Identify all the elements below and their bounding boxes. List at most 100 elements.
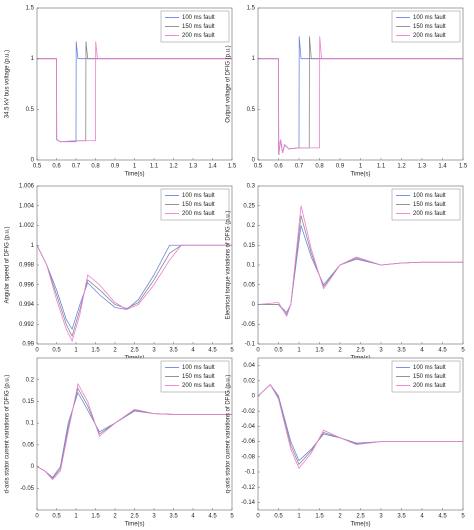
- x-tick-label: 4.5: [438, 348, 447, 354]
- x-tick-label: 4.5: [438, 514, 447, 520]
- legend-label: 100 ms fault: [182, 365, 215, 371]
- x-tick-label: 1: [297, 514, 301, 520]
- x-tick-label: 2.5: [130, 348, 139, 354]
- y-tick-label: 1: [31, 243, 35, 249]
- x-tick-label: 1.5: [91, 514, 100, 520]
- legend-label: 200 ms fault: [413, 33, 446, 39]
- y-tick-label: 0: [252, 158, 256, 164]
- x-tick-label: 0.5: [274, 514, 283, 520]
- x-tick-label: 0.5: [52, 514, 61, 520]
- y-tick-label: -0.12: [241, 485, 255, 491]
- legend-label: 200 ms fault: [182, 33, 215, 39]
- y-axis-label: d-axis stator current variations of DFIG…: [5, 375, 11, 494]
- x-tick-label: 0.9: [111, 164, 120, 170]
- y-tick-label: -0.06: [241, 439, 255, 445]
- legend: 100 ms fault 150 ms fault 200 ms fault: [391, 360, 461, 393]
- x-tick-label: 1: [74, 348, 78, 354]
- x-tick-label: 0.5: [254, 164, 263, 170]
- y-tick-label: 0.15: [243, 243, 255, 249]
- legend-label: 200 ms fault: [413, 383, 446, 389]
- x-tick-label: 2: [113, 514, 117, 520]
- legend: 100 ms fault 150 ms fault 200 ms fault: [160, 188, 230, 221]
- y-tick-label: 0.25: [243, 203, 255, 209]
- x-tick-label: 1: [297, 348, 301, 354]
- legend-label: 150 ms fault: [182, 24, 215, 30]
- x-tick-label: 4: [420, 348, 424, 354]
- y-axis-label: Angular speed of DFIG (p.u.): [5, 226, 11, 303]
- y-tick-label: 1.002: [19, 223, 35, 229]
- legend-label: 150 ms fault: [413, 24, 446, 30]
- y-tick-label: 0.992: [19, 322, 35, 328]
- y-axis-label: 34.5 kV bus voltage (p.u.): [5, 50, 11, 118]
- legend-label: 200 ms fault: [182, 383, 215, 389]
- x-tick-label: 1.2: [169, 164, 178, 170]
- y-tick-label: -0.04: [241, 424, 255, 430]
- x-tick-label: 4: [191, 348, 195, 354]
- x-tick-label: 2.5: [356, 348, 365, 354]
- y-tick-label: 0.994: [19, 302, 35, 308]
- x-tick-label: 0.7: [72, 164, 81, 170]
- legend: 100 ms fault 150 ms fault 200 ms fault: [160, 10, 230, 43]
- x-tick-label: 2: [113, 348, 117, 354]
- y-tick-label: 0.05: [22, 442, 34, 448]
- chart: 0.5 0.6 0.7 0.8 0.9 1 1.1 1.2 1.3 1.4 1.500.511.5T…: [226, 6, 468, 178]
- y-tick-label: 0.99: [22, 342, 34, 348]
- legend: 100 ms fault 150 ms fault 200 ms fault: [391, 10, 461, 43]
- x-tick-label: 2: [338, 514, 342, 520]
- y-tick-label: -0.02: [241, 409, 255, 415]
- legend-label: 150 ms fault: [413, 374, 446, 380]
- x-tick-label: 4: [420, 514, 424, 520]
- y-tick-label: 0.5: [247, 107, 256, 113]
- series-line: [36, 382, 232, 481]
- x-tick-label: 5: [461, 514, 465, 520]
- x-tick-label: 2: [338, 348, 342, 354]
- x-tick-label: 0.5: [52, 348, 61, 354]
- y-tick-label: -0.1: [245, 342, 256, 348]
- y-tick-label: 0.3: [247, 184, 256, 190]
- y-tick-label: 1: [252, 56, 256, 62]
- y-tick-label: -0.14: [241, 500, 255, 506]
- x-tick-label: 3: [152, 348, 156, 354]
- x-axis-label: Time(s): [124, 522, 144, 528]
- legend-label: 100 ms fault: [182, 15, 215, 21]
- y-tick-label: -0.1: [245, 470, 256, 476]
- x-tick-label: 0: [35, 348, 39, 354]
- y-axis-label: Output voltage of DFIG (p.u.): [226, 45, 232, 122]
- chart: 0.5 0.6 0.7 0.8 0.9 1 1.1 1.2 1.3 1.4 1.500.511.5T…: [5, 6, 237, 178]
- legend-label: 150 ms fault: [413, 202, 446, 208]
- y-tick-label: 0.15: [22, 399, 34, 405]
- x-tick-label: 1.5: [91, 348, 100, 354]
- y-tick-label: 1.004: [19, 203, 35, 209]
- x-tick-label: 1.1: [150, 164, 159, 170]
- y-tick-label: 0: [252, 302, 256, 308]
- series-line: [258, 36, 463, 155]
- y-tick-label: 0.1: [26, 421, 35, 427]
- x-tick-label: 1.5: [459, 164, 468, 170]
- series-line: [257, 205, 463, 318]
- x-tick-label: 0.8: [315, 164, 324, 170]
- y-tick-label: 1.5: [26, 6, 35, 12]
- y-tick-label: 0.2: [26, 377, 35, 383]
- x-tick-label: 1.5: [315, 514, 324, 520]
- y-tick-label: 0.996: [19, 282, 35, 288]
- y-tick-label: 1.5: [247, 6, 256, 12]
- legend-label: 200 ms fault: [413, 211, 446, 217]
- y-tick-label: 1: [31, 56, 35, 62]
- legend: 100 ms fault 150 ms fault 200 ms fault: [160, 360, 230, 393]
- x-tick-label: 5: [230, 348, 234, 354]
- x-tick-label: 0.6: [274, 164, 283, 170]
- x-axis-label: Time(s): [350, 522, 370, 528]
- x-tick-label: 1: [133, 164, 137, 170]
- x-tick-label: 0.7: [295, 164, 304, 170]
- y-tick-label: 0.1: [247, 263, 256, 269]
- chart: 0 0.5 1 1.5 2 2.5 3 3.5 4 4.5 5 -0.1 -0.05 0 0.05 0.1 0.…: [226, 184, 466, 362]
- x-tick-label: 3: [379, 348, 383, 354]
- x-axis-label: Time(s): [350, 172, 370, 178]
- y-tick-label: 0.02: [243, 378, 255, 384]
- y-tick-label: 0: [252, 394, 256, 400]
- y-tick-label: 1.006: [19, 184, 35, 190]
- x-tick-label: 1.1: [377, 164, 386, 170]
- y-tick-label: -0.05: [241, 322, 255, 328]
- x-axis-label: Time(s): [124, 172, 144, 178]
